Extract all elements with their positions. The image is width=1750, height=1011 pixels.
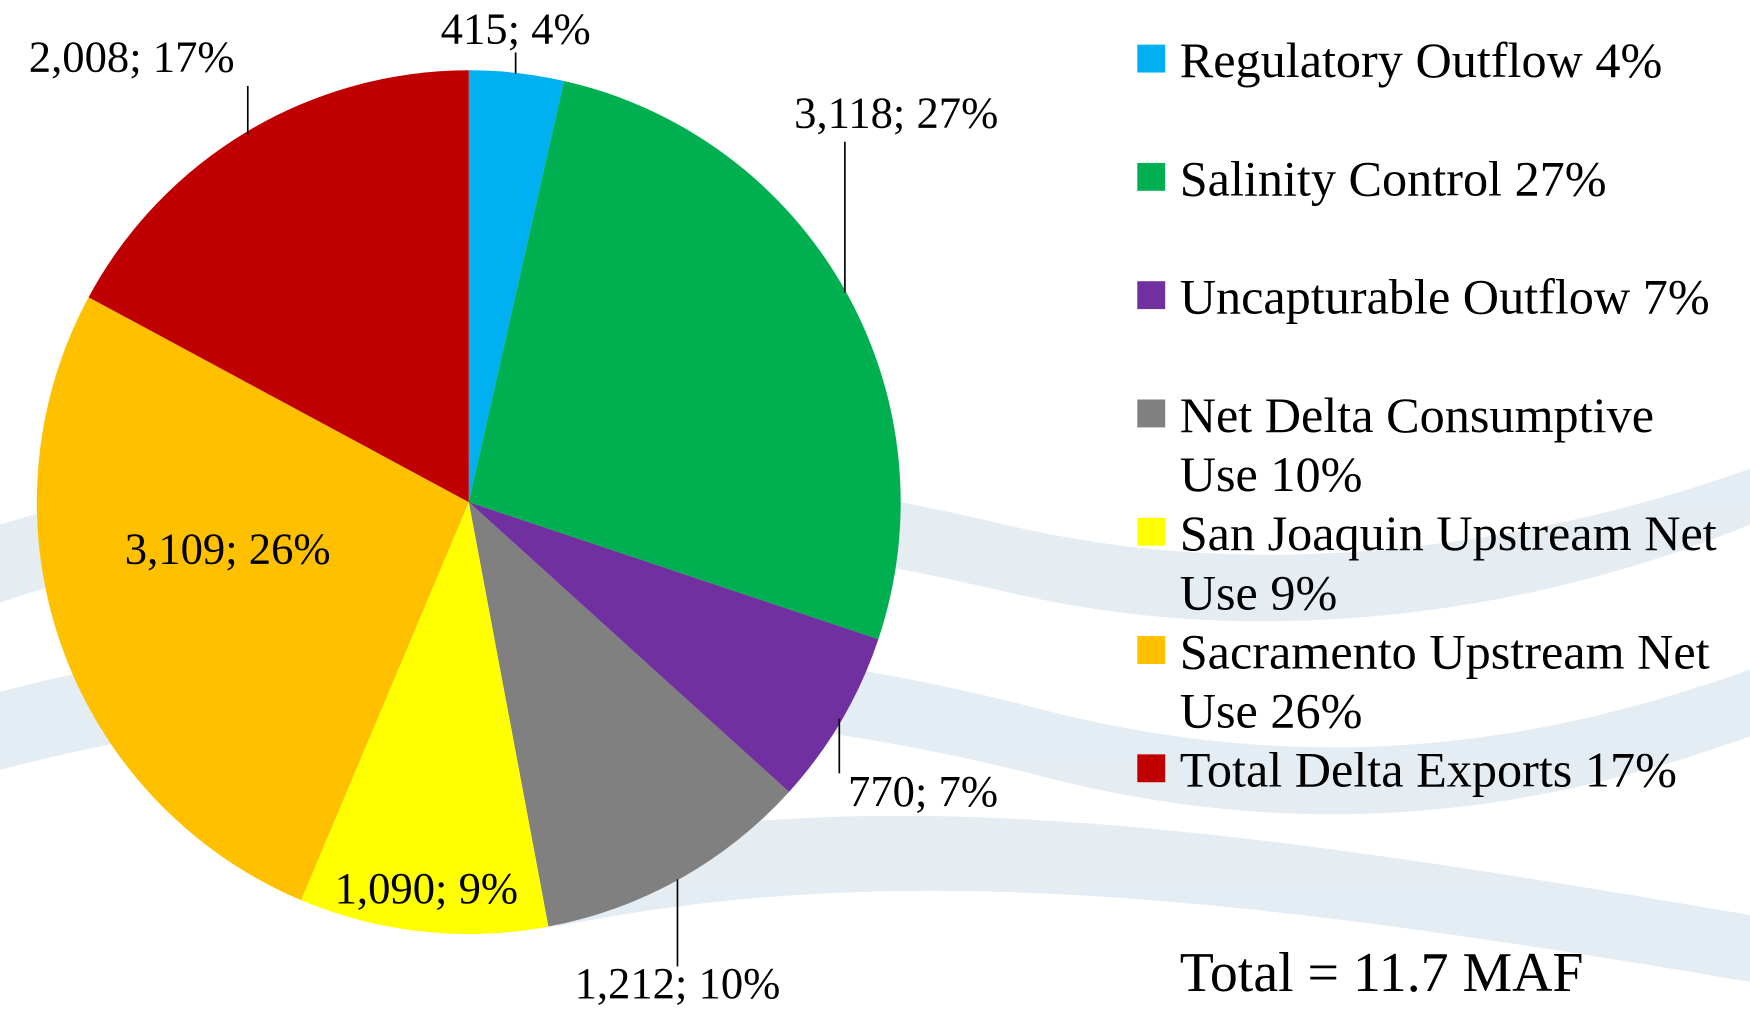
legend-item: San Joaquin Upstream Net Use 9% [1132, 504, 1740, 622]
legend-item: Uncapturable Outflow 7% [1132, 268, 1740, 386]
legend-swatch [1137, 44, 1166, 73]
pie-slice [36, 297, 469, 901]
pie-slice [301, 502, 549, 935]
total-annotation: Total = 11.7 MAF [1179, 940, 1584, 1004]
legend-item: Salinity Control 27% [1132, 150, 1740, 268]
legend-label: San Joaquin Upstream Net Use 9% [1179, 505, 1717, 621]
pie-slice [468, 80, 901, 640]
legend-swatch [1137, 399, 1166, 428]
legend-label: Net Delta Consumptive Use 10% [1179, 387, 1654, 503]
legend-swatch [1137, 162, 1166, 191]
pie-slice [88, 70, 469, 503]
data-label: 3,118; 27% [794, 87, 998, 137]
legend: Regulatory Outflow 4% Salinity Control 27… [1132, 31, 1740, 859]
legend-label: Total Delta Exports 17% [1179, 742, 1677, 798]
legend-swatch [1137, 636, 1166, 664]
legend-label: Uncapturable Outflow 7% [1179, 268, 1710, 325]
legend-item: Sacramento Upstream Net Use 26% [1132, 623, 1740, 741]
legend-swatch [1137, 281, 1166, 310]
data-label: 1,090; 9% [335, 863, 518, 913]
legend-label: Salinity Control 27% [1179, 150, 1607, 207]
legend-item: Total Delta Exports 17% [1132, 741, 1740, 859]
pie: 415; 4% 3,118; 27% 770; 7% 1,212; 10% 1,090;… [29, 4, 998, 1008]
pie-slice [468, 70, 565, 503]
legend-item: Net Delta Consumptive Use 10% [1132, 386, 1740, 504]
pie-slice [468, 502, 789, 927]
data-label: 770; 7% [848, 766, 998, 816]
legend-swatch [1137, 754, 1166, 783]
legend-label: Regulatory Outflow 4% [1179, 32, 1663, 89]
legend-item: Regulatory Outflow 4% [1132, 31, 1740, 149]
legend-swatch [1137, 517, 1166, 546]
data-label: 2,008; 17% [29, 32, 235, 82]
legend-label: Sacramento Upstream Net Use 26% [1179, 623, 1710, 739]
data-label: 1,212; 10% [575, 958, 781, 1008]
data-label: 3,109; 26% [125, 524, 331, 574]
pie-slice [468, 502, 879, 792]
data-label: 415; 4% [441, 4, 591, 54]
